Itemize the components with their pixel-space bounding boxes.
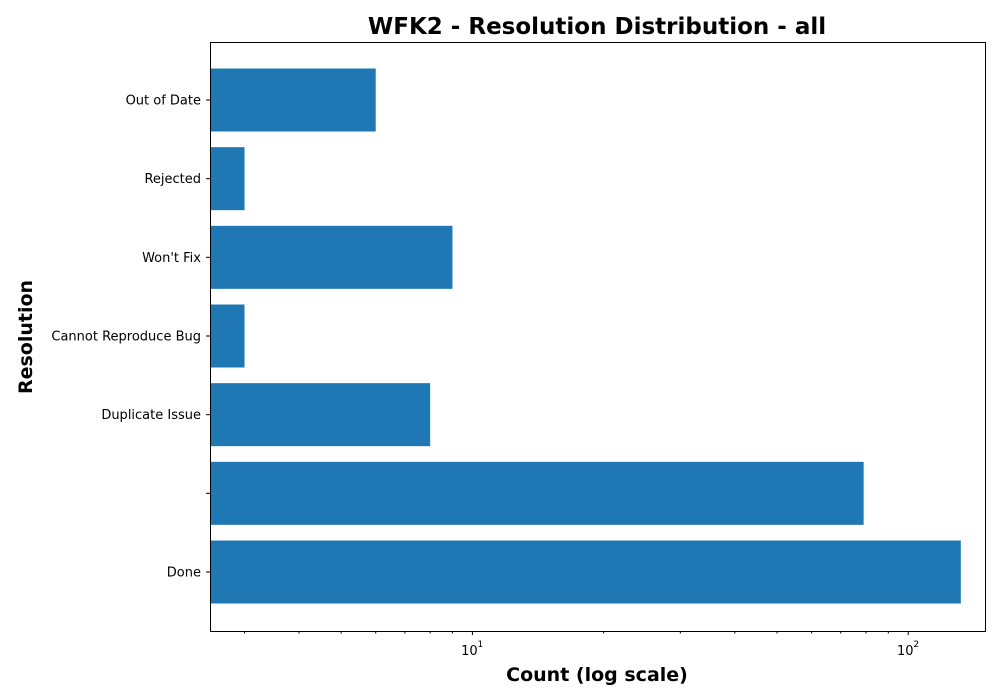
y-tick-label: Duplicate Issue [101, 408, 201, 423]
y-tick-label: Out of Date [126, 94, 201, 109]
y-axis-label: Resolution [15, 280, 37, 394]
bar [210, 304, 245, 368]
x-tick-exponent: 2 [913, 640, 919, 650]
x-tick-label: 10 [461, 644, 478, 659]
bar [210, 540, 961, 604]
y-axis-ticks: Done Duplicate Issue Cannot Reproduce Bug W… [51, 94, 210, 581]
bars-group [210, 68, 961, 604]
y-tick-label: Rejected [144, 172, 201, 187]
y-tick-label: Cannot Reproduce Bug [51, 330, 201, 345]
bar [210, 225, 453, 289]
x-axis-label: Count (log scale) [506, 664, 688, 686]
bar [210, 383, 431, 447]
bar [210, 68, 376, 132]
plot-frame [210, 42, 986, 632]
y-tick-label: Won't Fix [142, 251, 201, 266]
y-tick-label: Done [167, 566, 201, 581]
bar [210, 147, 245, 211]
x-tick-label: 10 [897, 644, 914, 659]
bar [210, 461, 864, 525]
x-tick-exponent: 1 [478, 640, 484, 650]
chart-title: WFK2 - Resolution Distribution - all [368, 14, 826, 40]
x-axis-ticks: 10 1 10 2 [244, 631, 919, 659]
